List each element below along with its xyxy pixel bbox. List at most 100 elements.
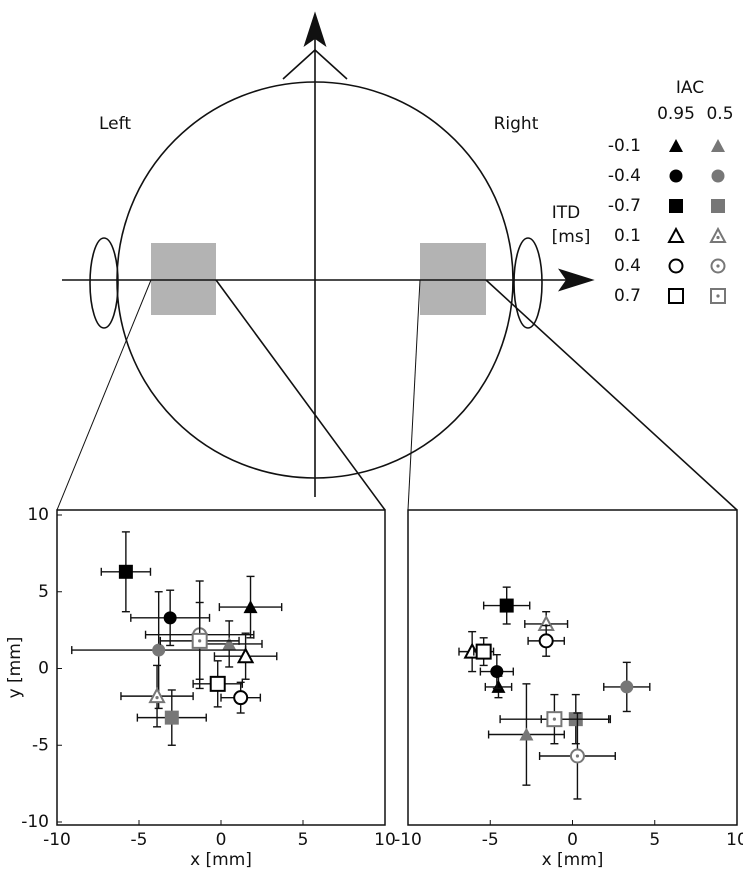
- right-region: [420, 243, 486, 315]
- legend-marker: [711, 169, 725, 183]
- data-point: [191, 632, 208, 649]
- circle: [668, 258, 684, 274]
- legend-marker: [669, 139, 683, 152]
- data-point: [499, 598, 514, 613]
- triangle: [222, 636, 237, 650]
- triangle: [667, 226, 685, 243]
- triangle: [519, 727, 534, 741]
- dot: [716, 264, 720, 268]
- data-point: [519, 727, 534, 741]
- data-point: [209, 675, 226, 692]
- circle: [163, 611, 177, 625]
- data-point: [222, 636, 237, 650]
- square: [669, 199, 683, 213]
- triangle: [711, 139, 725, 152]
- x-tick-label: 10: [726, 830, 743, 850]
- legend-column: 0.95: [657, 104, 695, 124]
- triangle: [243, 600, 258, 614]
- x-tick-label: 5: [298, 830, 309, 850]
- data-point: [538, 633, 554, 649]
- arrow-up: [303, 11, 327, 48]
- x-tick-label: -5: [131, 830, 148, 850]
- legend-row-label: -0.7: [608, 196, 641, 216]
- data-point: [546, 711, 563, 728]
- square: [668, 288, 684, 304]
- dot: [552, 717, 557, 721]
- dot: [198, 639, 202, 643]
- triangle: [236, 647, 255, 664]
- square: [475, 643, 492, 660]
- legend-row-label: -0.4: [608, 166, 641, 186]
- x-tick-label: 0: [567, 830, 578, 850]
- dot: [716, 235, 720, 240]
- data-point: [148, 687, 166, 704]
- circle: [711, 169, 725, 183]
- legend-marker: [669, 199, 683, 213]
- data-point: [620, 680, 634, 694]
- y-tick-label: -5: [32, 735, 49, 755]
- legend-marker: [668, 258, 684, 274]
- right-ear: [513, 237, 543, 329]
- circle: [490, 665, 504, 679]
- circle: [620, 680, 634, 694]
- data-point: [118, 564, 133, 579]
- data-point: [163, 611, 177, 625]
- zoom-line: [407, 279, 421, 511]
- left-ear: [89, 237, 119, 329]
- legend-title: IAC: [676, 78, 704, 98]
- y-tick-label: 5: [38, 582, 49, 602]
- data-point: [236, 647, 255, 664]
- left-label: Left: [99, 114, 131, 134]
- legend-marker: [668, 288, 684, 304]
- circle: [538, 633, 554, 649]
- x-tick-label: -10: [43, 830, 71, 850]
- square: [711, 199, 725, 213]
- triangle: [491, 679, 506, 693]
- circle: [152, 643, 166, 657]
- plot-frame: [407, 509, 738, 826]
- data-point: [164, 710, 179, 725]
- arrow-right: [557, 268, 595, 292]
- legend-row-title: ITD: [552, 203, 581, 223]
- legend-row-label: 0.4: [614, 256, 641, 276]
- triangle: [148, 687, 166, 704]
- legend-row-label: -0.1: [608, 136, 641, 156]
- x-axis-label: x [mm]: [542, 850, 604, 870]
- y-tick-label: 10: [27, 505, 49, 525]
- square: [164, 710, 179, 725]
- data-point: [569, 748, 585, 764]
- circle: [233, 690, 249, 706]
- legend-marker: [710, 258, 726, 274]
- legend-marker: [711, 139, 725, 152]
- legend-row-label: 0.1: [614, 226, 641, 246]
- x-tick-label: 5: [649, 830, 660, 850]
- dot: [155, 696, 159, 700]
- x-tick-label: -5: [482, 830, 499, 850]
- right-label: Right: [494, 114, 539, 134]
- data-point: [152, 643, 166, 657]
- data-point: [243, 600, 258, 614]
- legend-marker: [711, 199, 725, 213]
- left-region: [151, 243, 216, 315]
- data-point: [490, 665, 504, 679]
- legend-row-title: [ms]: [552, 227, 591, 247]
- square: [499, 598, 514, 613]
- data-point: [491, 679, 506, 693]
- square: [209, 675, 226, 692]
- legend-marker: [669, 169, 683, 183]
- y-tick-label: -10: [21, 812, 49, 832]
- data-point: [233, 690, 249, 706]
- triangle: [709, 226, 727, 243]
- legend-row-label: 0.7: [614, 286, 641, 306]
- head-diagram: [56, 11, 738, 511]
- legend-marker: [710, 288, 726, 304]
- x-tick-label: 0: [216, 830, 227, 850]
- x-tick-label: -10: [394, 830, 422, 850]
- legend-column: 0.5: [706, 104, 733, 124]
- square: [118, 564, 133, 579]
- dot: [575, 754, 580, 758]
- circle: [669, 169, 683, 183]
- data-point: [475, 643, 492, 660]
